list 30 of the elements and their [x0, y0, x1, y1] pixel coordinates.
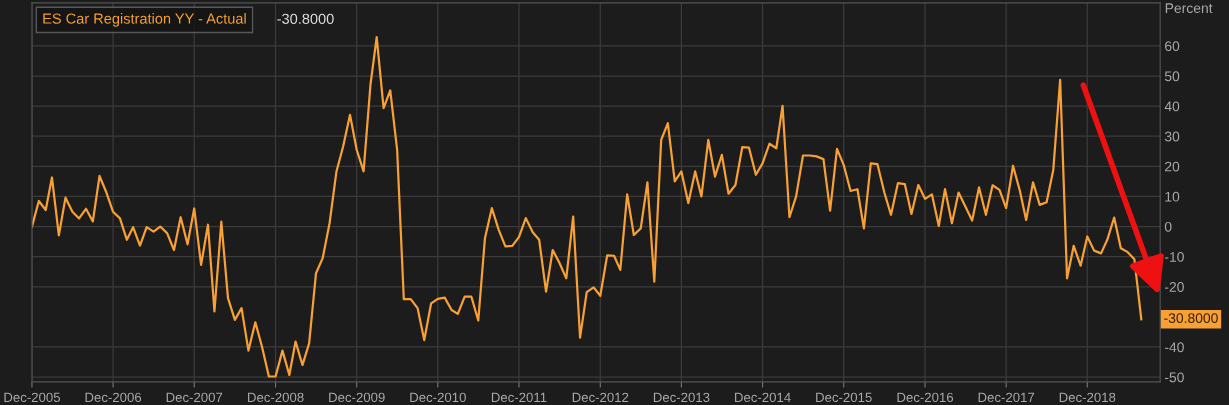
x-tick-label: Dec-2017 — [978, 392, 1035, 403]
y-tick-label: 0 — [1164, 221, 1172, 232]
y-tick-label: -20 — [1164, 282, 1184, 292]
line-series — [31, 36, 1143, 378]
x-tick-label: Dec-2016 — [897, 392, 954, 403]
y-tick-label: -50 — [1164, 372, 1184, 383]
x-tick-label: Dec-2010 — [410, 392, 466, 403]
y-tick-label: 60 — [1165, 41, 1180, 52]
x-tick-label: Dec-2006 — [85, 392, 142, 403]
x-tick-label: Dec-2013 — [653, 392, 710, 403]
y-tick-label: 30 — [1164, 131, 1180, 142]
y-tick-label: -10 — [1164, 251, 1184, 262]
annotation: -30.8000 — [1164, 313, 1218, 324]
y-tick-label: 40 — [1164, 101, 1180, 112]
y-tick-label: -40 — [1164, 342, 1184, 353]
y-tick-label: 20 — [1165, 161, 1180, 172]
y-tick-label: 50 — [1164, 71, 1180, 82]
x-tick-label: Dec-2015 — [816, 392, 872, 403]
x-tick-label: Dec-2011 — [491, 392, 547, 403]
x-tick-label: Dec-2005 — [4, 392, 61, 403]
y-tick-label: 10 — [1165, 191, 1180, 202]
annotation: -30.8000 — [277, 13, 334, 24]
x-tick-label: Dec-2008 — [248, 392, 304, 403]
x-tick-label: Dec-2009 — [329, 392, 385, 403]
x-tick-label: Dec-2018 — [1059, 392, 1116, 403]
text: ES Car Registration YY - Actual — [43, 13, 246, 27]
x-tick-label: Dec-2014 — [735, 392, 791, 403]
y-axis-title: Percent — [1165, 3, 1213, 14]
x-tick-label: Dec-2007 — [166, 392, 223, 403]
x-tick-label: Dec-2012 — [572, 392, 629, 403]
